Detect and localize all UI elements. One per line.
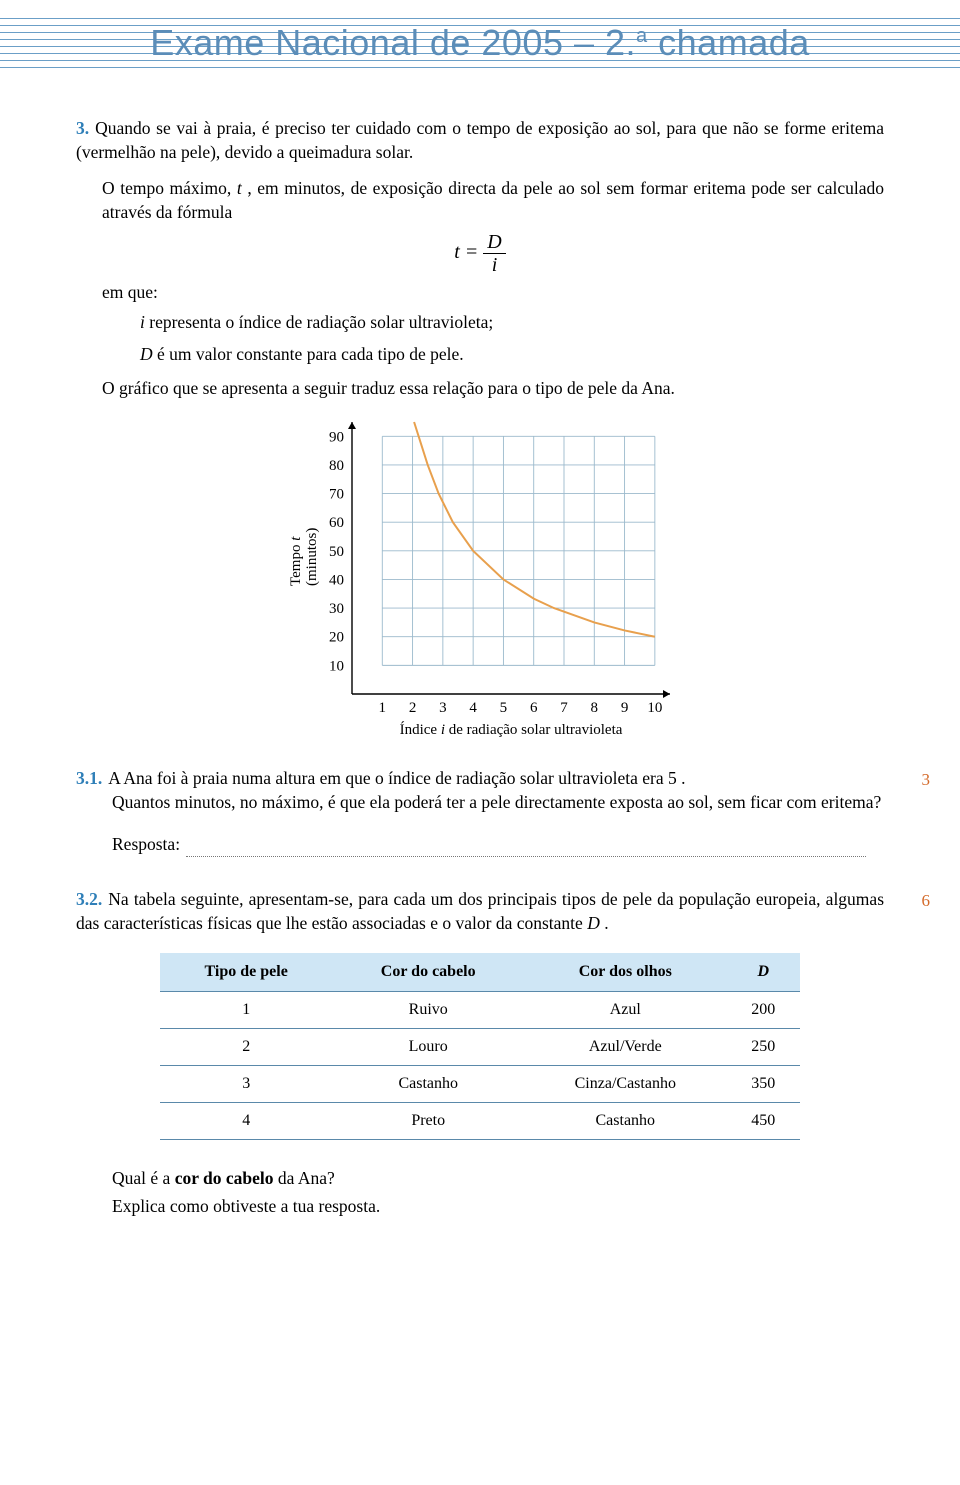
- q31-line1: 3.1. A Ana foi à praia numa altura em que…: [76, 766, 884, 790]
- table-cell: Ruivo: [332, 991, 524, 1028]
- q32-number: 3.2.: [76, 889, 102, 909]
- header-rule: [0, 18, 960, 19]
- def-d-text: é um valor constante para cada tipo de p…: [153, 344, 464, 364]
- svg-text:3: 3: [439, 700, 447, 716]
- table-body: 1RuivoAzul2002LouroAzul/Verde2503Castanh…: [160, 991, 800, 1139]
- svg-text:10: 10: [647, 700, 662, 716]
- q3-intro2-a: O tempo máximo,: [102, 178, 237, 198]
- final-q1-b: da Ana?: [274, 1168, 335, 1188]
- q32: 6 3.2.Na tabela seguinte, apresentam-se,…: [76, 887, 884, 935]
- table-cell: 250: [727, 1028, 800, 1065]
- table-cell: 3: [160, 1066, 332, 1103]
- em-que: em que:: [102, 280, 884, 304]
- table-header-cell: Tipo de pele: [160, 953, 332, 992]
- formula-num: D: [483, 231, 505, 254]
- header-title: Exame Nacional de 2005 – 2.a chamada: [0, 22, 960, 64]
- svg-text:30: 30: [329, 601, 344, 617]
- table-cell: 4: [160, 1103, 332, 1140]
- svg-text:20: 20: [329, 630, 344, 646]
- table-row: 3CastanhoCinza/Castanho350: [160, 1066, 800, 1103]
- final-q1-a: Qual é a: [112, 1168, 175, 1188]
- formula-eq: =: [460, 241, 484, 263]
- table-row: 1RuivoAzul200: [160, 991, 800, 1028]
- table-cell: 1: [160, 991, 332, 1028]
- svg-text:Tempo t(minutos): Tempo t(minutos): [288, 528, 320, 586]
- q31-text-a: A Ana foi à praia numa altura em que o í…: [108, 768, 685, 788]
- table-cell: Castanho: [332, 1066, 524, 1103]
- q31-number: 3.1.: [76, 768, 102, 788]
- svg-text:7: 7: [560, 700, 568, 716]
- formula-den: i: [483, 254, 505, 276]
- def-i-text: representa o índice de radiação solar ul…: [145, 312, 493, 332]
- q3-intro1: 3.Quando se vai à praia, é preciso ter c…: [76, 116, 884, 164]
- table-cell: 200: [727, 991, 800, 1028]
- table-cell: Azul: [524, 991, 727, 1028]
- graph-intro: O gráfico que se apresenta a seguir trad…: [102, 376, 884, 400]
- svg-text:9: 9: [621, 700, 629, 716]
- table-row: 4PretoCastanho450: [160, 1103, 800, 1140]
- table-cell: Louro: [332, 1028, 524, 1065]
- resposta-label: Resposta:: [112, 834, 180, 854]
- q31-line2: Quantos minutos, no máximo, é que ela po…: [112, 790, 884, 814]
- svg-text:10: 10: [329, 658, 344, 674]
- q32-text: 3.2.Na tabela seguinte, apresentam-se, p…: [76, 887, 884, 935]
- svg-text:40: 40: [329, 573, 344, 589]
- def-d-var: D: [140, 344, 153, 364]
- svg-text:50: 50: [329, 544, 344, 560]
- svg-text:Índice i de radiação solar ult: Índice i de radiação solar ultravioleta: [400, 721, 623, 738]
- def-d: D é um valor constante para cada tipo de…: [140, 342, 884, 366]
- svg-text:70: 70: [329, 487, 344, 503]
- final-q2: Explica como obtiveste a tua resposta.: [112, 1194, 884, 1218]
- q3-intro2: O tempo máximo, t , em minutos, de expos…: [102, 176, 884, 224]
- q3-number: 3.: [76, 118, 89, 138]
- table-cell: Azul/Verde: [524, 1028, 727, 1065]
- chart-container: 1 2 3 4 5 6 7 8 9 10 10 20 30 40 50 60 70 80 90 Tempo t(min…: [76, 414, 884, 744]
- q32-text-a: Na tabela seguinte, apresentam-se, para …: [76, 889, 884, 933]
- table-cell: 2: [160, 1028, 332, 1065]
- q31: 3 3.1.A Ana foi à praia numa altura em q…: [76, 766, 884, 814]
- skin-table: Tipo de peleCor do cabeloCor dos olhosD …: [160, 953, 800, 1140]
- svg-text:2: 2: [409, 700, 417, 716]
- final-q1: Qual é a cor do cabelo da Ana?: [112, 1166, 884, 1190]
- table-header-cell: Cor dos olhos: [524, 953, 727, 992]
- svg-text:60: 60: [329, 515, 344, 531]
- q32-text-d: D: [587, 913, 600, 933]
- table-header-row: Tipo de peleCor do cabeloCor dos olhosD: [160, 953, 800, 992]
- resposta-row: Resposta:: [112, 832, 884, 856]
- header-rule: [0, 67, 960, 68]
- svg-text:1: 1: [379, 700, 387, 716]
- q31-mark: 3: [922, 768, 931, 791]
- table-row: 2LouroAzul/Verde250: [160, 1028, 800, 1065]
- table-cell: Castanho: [524, 1103, 727, 1140]
- svg-text:4: 4: [469, 700, 477, 716]
- page-content: 3.Quando se vai à praia, é preciso ter c…: [0, 90, 960, 1263]
- def-i: i representa o índice de radiação solar …: [140, 310, 884, 334]
- q32-text-b: .: [600, 913, 609, 933]
- table-cell: 350: [727, 1066, 800, 1103]
- table-cell: Cinza/Castanho: [524, 1066, 727, 1103]
- svg-text:90: 90: [329, 429, 344, 445]
- svg-text:8: 8: [591, 700, 599, 716]
- formula-frac: Di: [483, 231, 505, 276]
- chart: 1 2 3 4 5 6 7 8 9 10 10 20 30 40 50 60 70 80 90 Tempo t(min…: [280, 414, 680, 744]
- svg-text:6: 6: [530, 700, 538, 716]
- page-header: Exame Nacional de 2005 – 2.a chamada: [0, 0, 960, 90]
- svg-text:5: 5: [500, 700, 508, 716]
- final-q1-bold: cor do cabelo: [175, 1168, 274, 1188]
- q3-intro1-text: Quando se vai à praia, é preciso ter cui…: [76, 118, 884, 162]
- svg-text:80: 80: [329, 458, 344, 474]
- formula: t = Di: [76, 231, 884, 276]
- q32-mark: 6: [922, 889, 931, 912]
- final-questions: Qual é a cor do cabelo da Ana? Explica c…: [112, 1166, 884, 1218]
- table-cell: 450: [727, 1103, 800, 1140]
- table-header-cell: D: [727, 953, 800, 992]
- definitions: i representa o índice de radiação solar …: [140, 310, 884, 366]
- table-cell: Preto: [332, 1103, 524, 1140]
- resposta-line[interactable]: [186, 843, 866, 857]
- table-header-cell: Cor do cabelo: [332, 953, 524, 992]
